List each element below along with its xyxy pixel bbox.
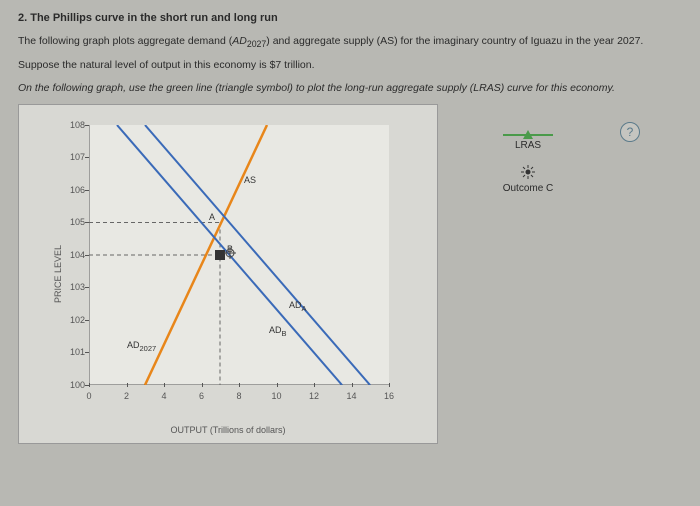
desc1-text-a: The following graph plots aggregate dema… bbox=[18, 35, 232, 47]
ad-a-label: ADA bbox=[289, 300, 307, 313]
y-tick: 107 bbox=[57, 152, 85, 162]
chart-container[interactable]: PRICE LEVEL B A bbox=[18, 104, 438, 444]
outcome-label: Outcome C bbox=[503, 183, 554, 194]
x-tick: 8 bbox=[236, 391, 241, 401]
y-tick: 103 bbox=[57, 282, 85, 292]
description-1: The following graph plots aggregate dema… bbox=[18, 34, 682, 50]
ad-b-label: ADB bbox=[269, 325, 287, 338]
question-title: 2. The Phillips curve in the short run a… bbox=[18, 12, 682, 24]
x-tick: 6 bbox=[199, 391, 204, 401]
sun-icon bbox=[521, 165, 535, 179]
plot-area[interactable]: B A AS ADA ADB AD2027 bbox=[89, 125, 389, 385]
as-label: AS bbox=[244, 175, 256, 185]
svg-text:A: A bbox=[209, 212, 215, 222]
y-tick: 101 bbox=[57, 347, 85, 357]
x-tick: 4 bbox=[161, 391, 166, 401]
x-tick: 2 bbox=[124, 391, 129, 401]
instruction: On the following graph, use the green li… bbox=[18, 81, 682, 96]
x-tick: 14 bbox=[346, 391, 356, 401]
y-tick: 108 bbox=[57, 120, 85, 130]
y-tick: 102 bbox=[57, 315, 85, 325]
legend-outcome[interactable]: Outcome C bbox=[488, 165, 568, 194]
description-2: Suppose the natural level of output in t… bbox=[18, 58, 682, 73]
x-tick: 10 bbox=[271, 391, 281, 401]
legend-lras[interactable]: LRAS bbox=[488, 134, 568, 151]
desc1-ad: AD bbox=[232, 35, 247, 47]
desc1-sub: 2027 bbox=[247, 39, 266, 49]
y-tick: 105 bbox=[57, 217, 85, 227]
y-tick: 106 bbox=[57, 185, 85, 195]
x-axis-label: OUTPUT (Trillions of dollars) bbox=[170, 425, 285, 435]
triangle-icon bbox=[523, 130, 533, 139]
desc1-text-c: ) and aggregate supply (AS) for the imag… bbox=[266, 35, 643, 47]
x-tick: 12 bbox=[309, 391, 319, 401]
lras-line-icon bbox=[503, 134, 553, 136]
x-tick: 0 bbox=[86, 391, 91, 401]
y-tick: 100 bbox=[57, 380, 85, 390]
help-button[interactable]: ? bbox=[620, 122, 640, 142]
y-tick: 104 bbox=[57, 250, 85, 260]
legend: LRAS Outcome C bbox=[488, 134, 568, 444]
lras-label: LRAS bbox=[515, 140, 541, 151]
ad2027-label: AD2027 bbox=[127, 340, 156, 353]
x-tick: 16 bbox=[384, 391, 394, 401]
